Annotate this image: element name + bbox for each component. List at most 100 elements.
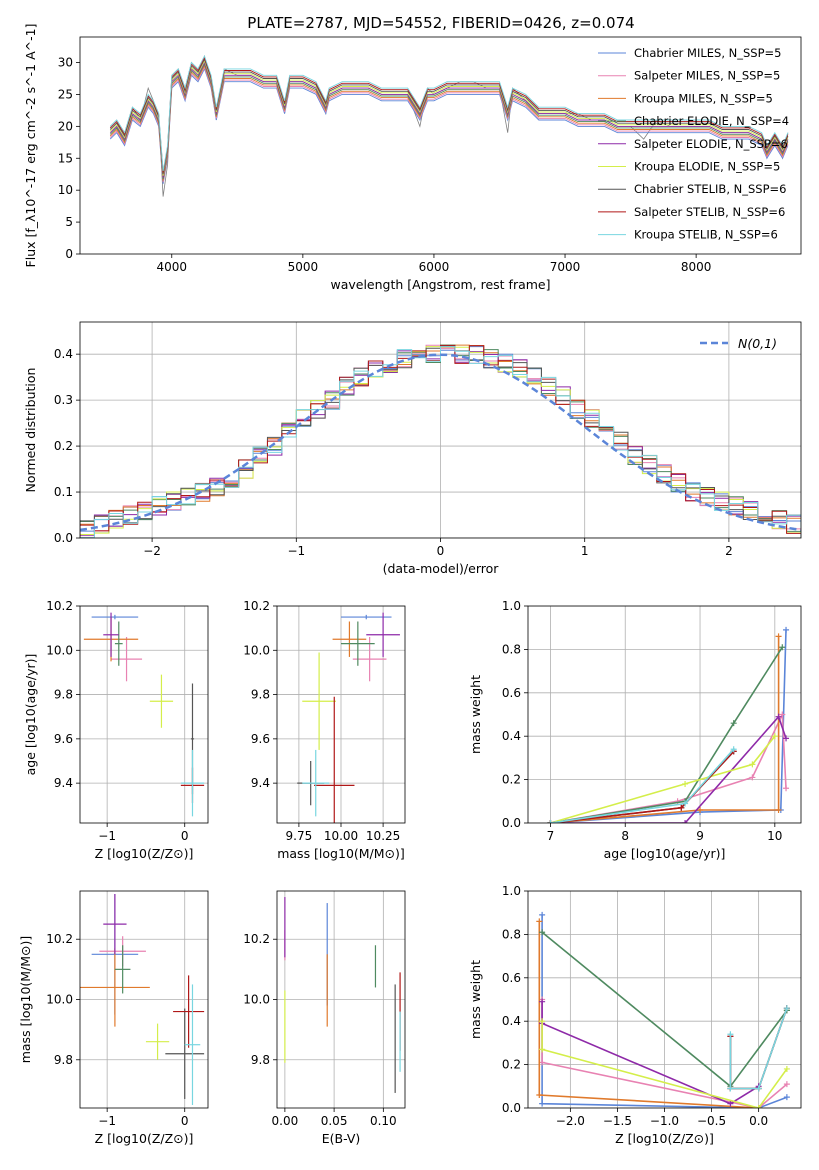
spectrum-model-line-chabrier-stelib <box>109 58 789 175</box>
y-tick-label: 0 <box>65 247 73 261</box>
y-tick-label: 0.4 <box>502 729 521 743</box>
weight-marker <box>547 820 554 823</box>
age_vs_mass-x-axis-label: mass [log10(M/M⊙)] <box>277 846 405 861</box>
legend-entry: Salpeter ELODIE, N_SSP=6 <box>634 137 788 151</box>
y-tick-label: 0.4 <box>54 347 73 361</box>
x-tick-label: 6000 <box>419 260 450 274</box>
x-tick-label: 7000 <box>550 260 581 274</box>
weight-line-kroupa-miles <box>538 921 759 1108</box>
age_vs_Z-y-axis-label: age [log10(age/yr)] <box>23 654 38 776</box>
weight-marker <box>749 761 756 768</box>
residuals-plot-area <box>80 322 801 538</box>
weight-marker <box>539 929 546 936</box>
weight-marker <box>783 1094 790 1101</box>
mass_vs_Z-x-axis-label: Z [log10(Z/Z⊙)] <box>95 1131 194 1146</box>
mass_vs_Z-y-axis-label: mass [log10(M/M⊙)] <box>18 936 33 1064</box>
weight-marker <box>697 806 704 813</box>
x-tick-label: 8000 <box>681 260 712 274</box>
y-tick-label: 9.8 <box>251 688 270 702</box>
legend-entry: Kroupa ELODIE, N_SSP=5 <box>634 160 780 174</box>
x-tick-label: −1.0 <box>650 1114 679 1128</box>
weight-marker <box>775 713 782 720</box>
legend-entry: Salpeter STELIB, N_SSP=6 <box>634 205 785 219</box>
x-tick-label: 0.0 <box>749 1114 768 1128</box>
weight-line-kroupa-stelib <box>729 1007 788 1090</box>
x-tick-label: −0.5 <box>697 1114 726 1128</box>
x-tick-label: 0 <box>437 544 445 558</box>
y-tick-label: 15 <box>58 151 73 165</box>
weight-marker <box>775 806 782 813</box>
x-tick-label: −1 <box>287 544 305 558</box>
spectrum-model-line-salpeter-stelib <box>109 56 789 173</box>
x-tick-label: 0 <box>181 1114 189 1128</box>
weight-marker <box>783 1005 790 1012</box>
weight_vs_age-frame <box>527 605 802 824</box>
x-tick-label: 10.00 <box>324 829 358 843</box>
spectrum-model-line-salpeter-miles <box>109 66 789 183</box>
y-tick-label: 0.4 <box>502 1014 521 1028</box>
legend-entry: Chabrier MILES, N_SSP=5 <box>634 46 781 60</box>
weight-marker <box>539 1059 546 1066</box>
weight-marker <box>771 733 778 740</box>
x-tick-label: 9.75 <box>286 829 313 843</box>
y-tick-label: 0.2 <box>502 773 521 787</box>
mass_vs_EBV-x-axis-label: E(B-V) <box>322 1131 361 1146</box>
spectrum-plot-area <box>109 54 789 197</box>
y-tick-label: 9.4 <box>54 776 73 790</box>
weight-line-chabrier-elodie <box>550 646 783 823</box>
y-tick-label: 9.8 <box>251 1053 270 1067</box>
y-tick-label: 10.0 <box>243 993 270 1007</box>
weight_vs_Z-plot-area <box>528 891 801 1108</box>
spectrum-frame <box>79 36 802 255</box>
weight-marker <box>539 1046 546 1053</box>
legend-entry: N(0,1) <box>738 336 777 351</box>
x-tick-label: −2.0 <box>556 1114 585 1128</box>
y-tick-label: 5 <box>65 215 73 229</box>
weight-marker <box>727 1100 734 1107</box>
weight-marker <box>539 1100 546 1107</box>
y-tick-label: 0.6 <box>502 686 521 700</box>
weight-line-chabrier-miles <box>550 629 787 823</box>
weight-marker <box>682 780 689 787</box>
y-tick-label: 0.2 <box>502 1058 521 1072</box>
y-tick-label: 10.2 <box>46 599 73 613</box>
y-tick-label: 1.0 <box>502 599 521 613</box>
weight-marker <box>678 804 685 811</box>
residuals-y-axis-label: Normed distribution <box>23 368 38 493</box>
weight-marker <box>783 785 790 792</box>
weight_vs_age-x-axis-label: age [log10(age/yr)] <box>604 846 726 861</box>
y-tick-label: 0.0 <box>502 816 521 830</box>
mass_vs_Z-plot-area <box>80 891 208 1108</box>
x-tick-label: −1.5 <box>603 1114 632 1128</box>
y-tick-label: 1.0 <box>502 884 521 898</box>
y-tick-label: 10.0 <box>46 993 73 1007</box>
legend-entry: Kroupa MILES, N_SSP=5 <box>634 91 773 105</box>
mass_vs_EBV-plot-area <box>277 891 405 1108</box>
weight-marker <box>727 1031 734 1038</box>
weight-marker <box>539 1018 546 1025</box>
spectrum-x-axis-label: wavelength [Angstrom, rest frame] <box>330 277 550 292</box>
age_vs_Z-frame <box>79 605 209 824</box>
y-tick-label: 30 <box>58 56 73 70</box>
weight-marker <box>682 820 689 823</box>
mass_vs_Z-panel: −1 0 9.8 10.0 10.2 Z [log10(Z/Z⊙)] mass [log10… <box>18 890 209 1146</box>
y-tick-label: 10.2 <box>243 932 270 946</box>
spectrum-panel: 4000 5000 6000 7000 8000 0 5 10 15 20 25 30 waveleng… <box>23 24 802 292</box>
y-tick-label: 10.0 <box>243 643 270 657</box>
residuals-panel: −2 −1 0 1 2 0.0 0.1 0.2 0.3 0.4 (data-model)/error… <box>23 321 802 576</box>
y-tick-label: 0.3 <box>54 393 73 407</box>
weight-line-salpeter-elodie <box>550 715 787 823</box>
x-tick-label: 0 <box>181 829 189 843</box>
y-tick-label: 0.2 <box>54 439 73 453</box>
age_vs_Z-panel: −1 0 9.4 9.6 9.8 10.0 10.2 Z [log10(Z/Z⊙)] age [… <box>23 599 209 861</box>
legend-entry: Chabrier ELODIE, N_SSP=4 <box>634 114 789 128</box>
y-tick-label: 25 <box>58 87 73 101</box>
x-tick-label: 8 <box>621 829 629 843</box>
gaussian-curve <box>80 353 801 532</box>
y-tick-label: 9.8 <box>54 688 73 702</box>
weight-line-salpeter-elodie <box>541 1001 760 1105</box>
spectrum-model-line-kroupa-stelib <box>109 54 789 172</box>
weight_vs_Z-y-axis-label: mass weight <box>468 960 483 1039</box>
x-tick-label: −1 <box>98 829 116 843</box>
x-tick-label: 0.00 <box>272 1114 299 1128</box>
